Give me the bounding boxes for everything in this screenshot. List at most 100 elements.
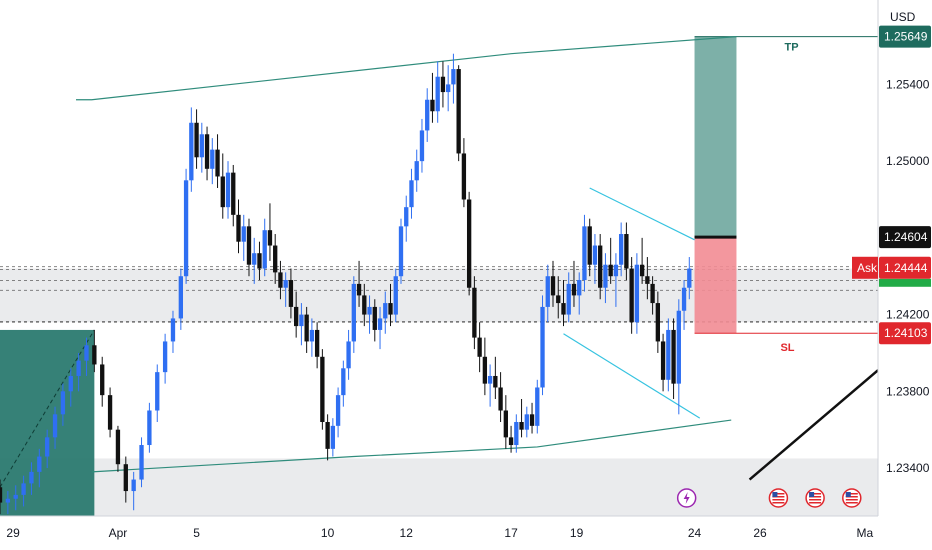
candle-body-9 (68, 375, 73, 392)
candle-body-12 (92, 345, 97, 365)
candle-body-82 (487, 375, 493, 384)
flag-stripe (809, 502, 822, 504)
currency-label: USD (890, 10, 916, 24)
candle-body-93 (545, 276, 550, 307)
y-tick-label: 1.23800 (886, 384, 930, 398)
flag-stripe (845, 493, 858, 495)
position-stop-label: SL (780, 342, 794, 354)
candle-body-95 (556, 295, 561, 304)
bid-strip (879, 278, 931, 287)
candle-body-88 (519, 422, 524, 430)
candle-body-16 (123, 464, 128, 492)
candle-body-5 (37, 456, 42, 472)
candle-body-87 (514, 422, 519, 446)
candle-body-78 (466, 199, 472, 288)
x-tick-label: 26 (753, 526, 767, 540)
candle-body-20 (155, 372, 160, 411)
x-tick-label: 29 (6, 526, 20, 540)
candle-body-110 (634, 264, 640, 323)
candle-body-114 (655, 303, 661, 342)
x-tick-label: 5 (193, 526, 200, 540)
y-tick-label: 1.25000 (886, 154, 930, 168)
candle-body-18 (139, 445, 144, 480)
candle-body-46 (299, 314, 304, 327)
candle-body-34 (236, 214, 241, 242)
position-profit-zone (694, 36, 737, 238)
candle-body-100 (582, 226, 587, 281)
candle-body-14 (107, 395, 113, 430)
previous-position-box (0, 329, 95, 516)
candle-body-69 (419, 130, 425, 162)
y-tick-label: 1.24200 (886, 308, 930, 322)
candle-body-86 (508, 437, 514, 446)
candle-body-115 (660, 341, 666, 380)
candle-body-47 (304, 314, 309, 342)
candle-body-119 (681, 287, 687, 311)
candle-body-21 (162, 341, 168, 373)
line-trend-0 (76, 36, 737, 101)
candle-body-97 (566, 283, 571, 315)
x-tick-label: 12 (400, 526, 414, 540)
us-flag-event-icon (805, 488, 825, 508)
price-badge-tp (879, 25, 931, 48)
candle-body-120 (687, 268, 692, 288)
candle-body-106 (613, 264, 619, 277)
candle-body-11 (84, 345, 89, 361)
candle-body-116 (666, 329, 671, 380)
candle-body-62 (383, 303, 388, 319)
x-tick-label: Ma (857, 526, 874, 540)
candle-body-24 (183, 180, 189, 277)
position-loss-zone (694, 237, 737, 334)
candle-body-90 (529, 414, 535, 426)
zone-1 (0, 458, 878, 516)
lightning-glyph (683, 492, 690, 504)
price-badge-ask (879, 256, 931, 279)
candle-body-72 (435, 76, 440, 112)
line-trend-1 (91, 419, 732, 473)
candle-body-99 (577, 280, 582, 296)
flag-canton (809, 492, 815, 497)
candle-body-0 (0, 487, 3, 503)
candle-body-63 (388, 303, 393, 315)
candle-body-112 (645, 276, 650, 284)
candle-body-71 (430, 99, 435, 112)
candle-body-40 (267, 230, 273, 246)
candle-body-84 (498, 387, 503, 411)
candle-body-92 (540, 306, 545, 388)
time-axis-background (0, 516, 932, 550)
candle-body-75 (451, 69, 456, 85)
x-tick-label: Apr (109, 526, 128, 540)
x-tick-label: 24 (688, 526, 702, 540)
candle-body-25 (189, 122, 194, 181)
flag-stripe (845, 499, 858, 501)
candle-body-83 (493, 375, 498, 388)
candle-body-76 (456, 69, 461, 154)
candle-body-42 (278, 272, 283, 288)
candle-body-13 (100, 364, 105, 396)
flag-stripe (809, 496, 822, 498)
candle-body-80 (477, 337, 482, 357)
us-flag-event-icon (842, 488, 862, 508)
candle-body-37 (252, 253, 257, 265)
y-tick-label: 1.25400 (886, 77, 930, 91)
price-badge-sl (879, 322, 931, 345)
candle-body-49 (314, 329, 320, 357)
price-badge-text-tp: 1.25649 (884, 30, 928, 44)
candle-body-73 (440, 76, 446, 93)
x-tick-label: 17 (504, 526, 518, 540)
us-flag-event-icon (768, 488, 789, 508)
candle-body-94 (550, 276, 556, 296)
candle-body-31 (220, 176, 225, 208)
candle-body-2 (13, 494, 18, 499)
candle-body-44 (288, 280, 294, 307)
candle-body-74 (446, 84, 451, 93)
candle-body-4 (29, 471, 34, 484)
candle-body-48 (309, 329, 315, 342)
line-channel-2 (589, 187, 695, 241)
candle-body-35 (241, 226, 246, 242)
candle-body-89 (524, 414, 529, 430)
candle-body-70 (425, 99, 430, 131)
candle-body-6 (45, 437, 50, 457)
